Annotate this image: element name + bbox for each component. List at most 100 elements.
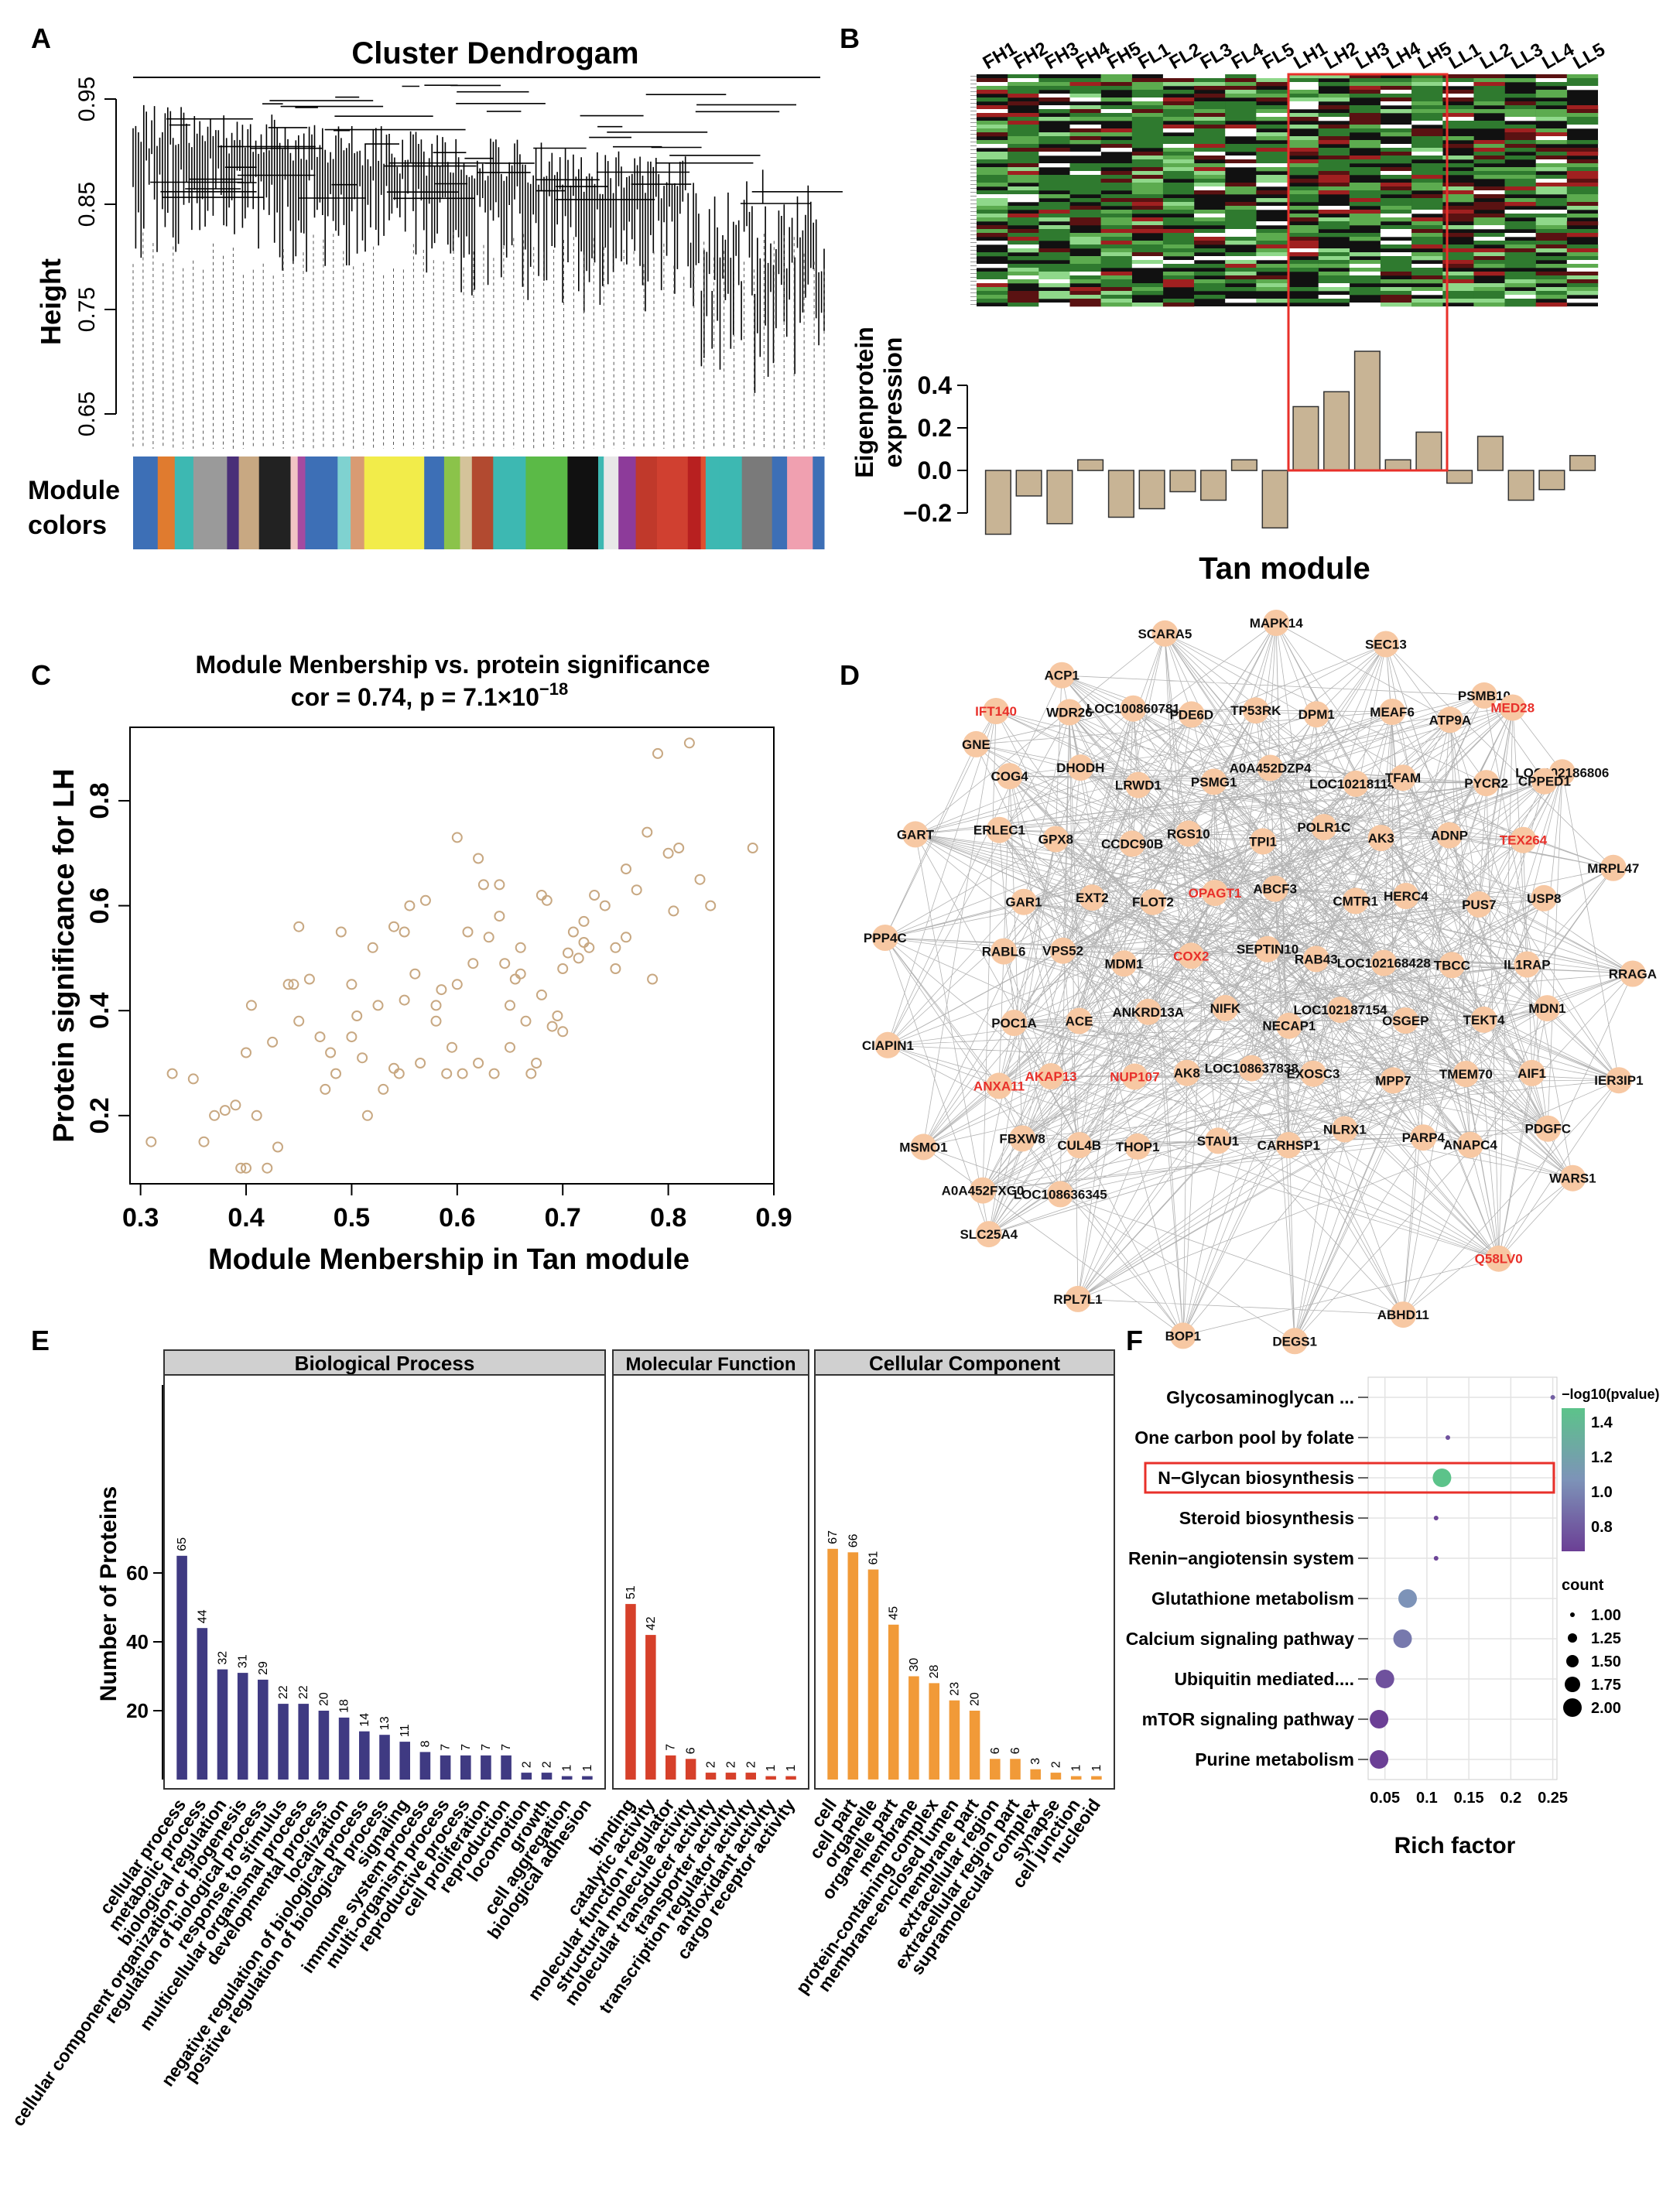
heatmap-cell xyxy=(1131,248,1164,253)
module-color-band xyxy=(705,456,720,549)
eigenprotein-bar-LH4 xyxy=(1384,459,1411,471)
heatmap-cell xyxy=(977,283,1008,288)
heatmap-cell xyxy=(1100,256,1132,261)
go-bar xyxy=(197,1628,208,1780)
network-node: PYCR2 xyxy=(1464,770,1508,797)
heatmap-cell xyxy=(1442,144,1474,149)
scatter-point xyxy=(610,942,621,953)
eigenprotein-bar-FH4 xyxy=(1077,459,1104,471)
heatmap-cell xyxy=(1162,279,1195,284)
heatmap-cell xyxy=(1442,109,1474,114)
heatmap-cell xyxy=(1535,275,1568,280)
network-node: ABCF3 xyxy=(1253,875,1297,902)
heatmap-cell xyxy=(1566,82,1599,87)
network-node: ANXA11 xyxy=(973,1072,1025,1099)
scatter-point xyxy=(505,1041,515,1053)
heatmap-cell xyxy=(1473,167,1505,172)
heatmap-cell xyxy=(1100,179,1132,183)
heatmap-cell xyxy=(1349,105,1381,110)
go-bar xyxy=(1091,1776,1102,1780)
network-node-circle xyxy=(1121,1063,1148,1090)
network-node-label: SEC13 xyxy=(1365,638,1407,652)
heatmap-cell xyxy=(1380,171,1412,176)
heatmap-cell xyxy=(1504,252,1536,257)
heatmap-cell xyxy=(1504,186,1536,191)
heatmap-cell xyxy=(1162,105,1195,110)
panel-a-yaxis: 0.95 0.85 0.75 0.65 xyxy=(74,77,117,436)
network-node-circle xyxy=(1392,1007,1419,1034)
kegg-bubble xyxy=(1433,1516,1439,1520)
network-node-label: RRAGA xyxy=(1609,967,1657,982)
heatmap-cell xyxy=(1038,233,1070,238)
heatmap-cell xyxy=(1225,241,1257,245)
network-node-circle xyxy=(1466,891,1493,918)
heatmap-row-ticks xyxy=(970,76,977,305)
heatmap-cell xyxy=(1349,202,1381,207)
heatmap-cell xyxy=(1038,109,1070,114)
heatmap-cell xyxy=(1256,113,1288,118)
go-bar xyxy=(237,1673,248,1780)
heatmap-cell xyxy=(1100,299,1132,303)
heatmap-cell xyxy=(1566,272,1599,276)
heatmap-cell xyxy=(1380,198,1412,203)
heatmap-cell xyxy=(1504,256,1536,261)
panel-c-xtick-label: 0.3 xyxy=(122,1203,159,1233)
heatmap-cell xyxy=(1008,241,1039,245)
heatmap-cell xyxy=(1069,268,1101,272)
kegg-bubble xyxy=(1375,1670,1394,1688)
scatter-point xyxy=(488,1068,500,1079)
heatmap-cell xyxy=(1473,221,1505,226)
scatter-point xyxy=(251,1110,262,1121)
network-node: TEKT4 xyxy=(1463,1006,1505,1033)
network-node: NIFK xyxy=(1210,994,1241,1021)
heatmap-cell xyxy=(1411,252,1443,257)
scatter-point xyxy=(483,932,494,943)
heatmap-cell xyxy=(1566,279,1599,284)
network-node: COG4 xyxy=(991,763,1028,790)
heatmap-cell xyxy=(1411,264,1443,268)
network-node-circle xyxy=(1514,951,1541,978)
network-node: OPAGT1 xyxy=(1189,880,1241,907)
heatmap-cell xyxy=(977,78,1008,83)
network-node-label: GPX8 xyxy=(1038,833,1073,847)
heatmap-cell xyxy=(1411,82,1443,87)
scatter-point xyxy=(388,1062,399,1074)
panel-c-letter: C xyxy=(31,659,51,691)
network-edge-lines xyxy=(884,622,1634,1342)
network-node-circle xyxy=(1379,699,1406,725)
go-bar xyxy=(521,1773,532,1780)
heatmap-cell xyxy=(1131,202,1164,207)
heatmap-cell xyxy=(1194,264,1226,268)
network-node: LOC102187154 xyxy=(1294,997,1387,1024)
heatmap-cell xyxy=(1566,229,1599,234)
heatmap-cell xyxy=(1287,97,1319,102)
network-node-circle xyxy=(1124,771,1151,798)
heatmap-cell xyxy=(1100,140,1132,145)
network-node-circle xyxy=(1281,1328,1309,1355)
go-bar-value: 65 xyxy=(176,1537,189,1551)
network-node-label: ERLEC1 xyxy=(973,823,1025,838)
module-color-band xyxy=(700,456,707,549)
heatmap-cell xyxy=(1473,299,1505,303)
network-node: IFT140 xyxy=(975,698,1017,724)
legend-size-tick: 1.50 xyxy=(1591,1653,1621,1670)
heatmap-cell xyxy=(1194,186,1226,191)
heatmap-cell xyxy=(1473,241,1505,245)
network-node-circle xyxy=(1367,825,1394,851)
heatmap-cell xyxy=(1411,225,1443,230)
heatmap-cell xyxy=(1100,295,1132,299)
panel-c-xtick-label: 0.7 xyxy=(545,1203,581,1233)
heatmap-cell xyxy=(1349,78,1381,83)
module-color-band xyxy=(443,456,460,549)
heatmap-cell xyxy=(1225,186,1257,191)
go-bar xyxy=(725,1773,737,1780)
module-color-band xyxy=(305,456,338,549)
heatmap-cell xyxy=(1038,268,1070,272)
module-color-band xyxy=(364,456,388,549)
panel-b-letter: B xyxy=(840,22,860,54)
heatmap-cell xyxy=(1504,117,1536,121)
heatmap-cell xyxy=(1442,117,1474,121)
heatmap-cell xyxy=(1287,144,1319,149)
network-node: LOC102168428 xyxy=(1337,949,1431,976)
network-node: MPP7 xyxy=(1375,1067,1411,1094)
